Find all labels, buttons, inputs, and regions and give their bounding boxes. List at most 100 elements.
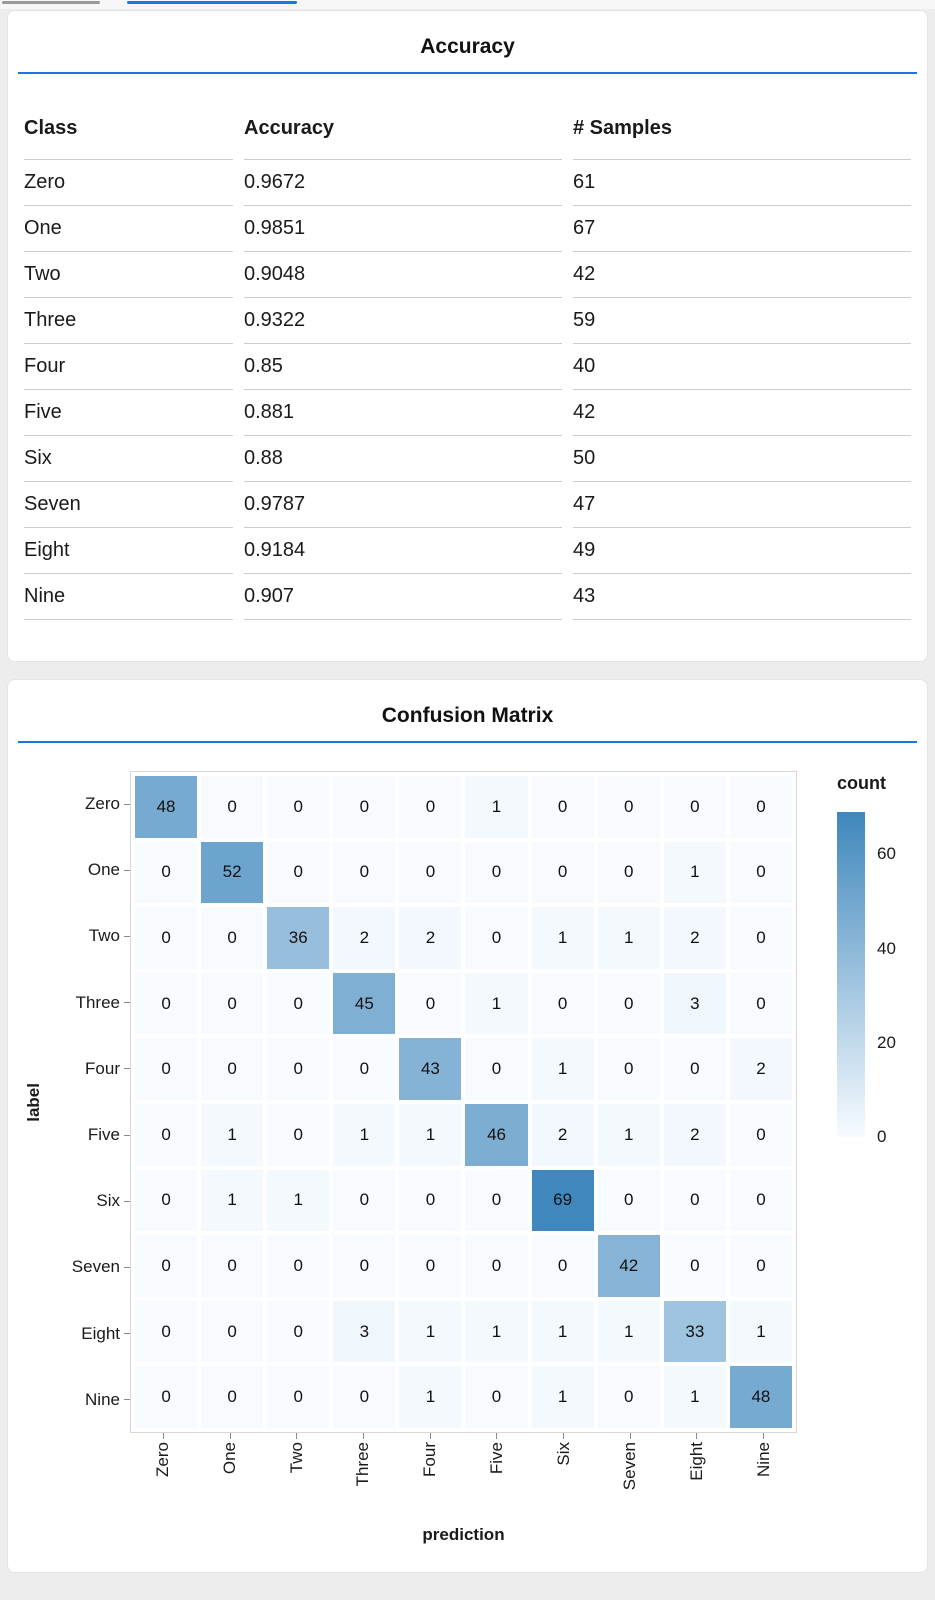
table-cell: Nine: [24, 574, 233, 620]
heatmap-cell: 48: [135, 776, 198, 838]
y-axis-label: Seven: [52, 1234, 130, 1300]
table-row: Five 0.881 42: [24, 390, 911, 436]
heatmap-cell: 1: [399, 1103, 462, 1166]
confusion-card-title: Confusion Matrix: [381, 704, 554, 727]
table-cell: Six: [24, 436, 233, 482]
x-axis-title: prediction: [422, 1525, 505, 1544]
heatmap-cell: 0: [267, 1103, 330, 1166]
heatmap-cell: 0: [597, 1366, 660, 1428]
accuracy-card: Accuracy Class Accuracy # Samples Zero 0.96…: [7, 10, 928, 662]
colorbar-body: 60 40 20 0: [837, 812, 927, 1146]
x-axis-tick: [763, 1433, 765, 1439]
table-cell: 0.9322: [244, 298, 562, 344]
heatmap-cell: 46: [465, 1103, 528, 1166]
table-cell: Seven: [24, 482, 233, 528]
colorbar-tick-label: 60: [877, 844, 896, 864]
heatmap-cell: 1: [531, 907, 594, 969]
x-axis-label: Seven: [597, 1433, 664, 1519]
table-cell: Four: [24, 344, 233, 390]
table-cell: 47: [573, 482, 911, 528]
heatmap-cell: 0: [399, 1235, 462, 1297]
y-axis-label: Five: [52, 1102, 130, 1168]
heatmap-cell: 1: [663, 841, 726, 904]
heatmap-cell: 0: [729, 1235, 792, 1297]
table-cell: One: [24, 206, 233, 252]
heatmap-cell: 0: [531, 776, 594, 838]
y-axis-tick: [124, 1266, 130, 1268]
heatmap-cell: 36: [267, 907, 330, 969]
heatmap-cell: 1: [597, 1103, 660, 1166]
table-cell: 67: [573, 206, 911, 252]
x-axis-label: One: [197, 1433, 264, 1519]
heatmap-cell: 0: [663, 1038, 726, 1100]
heatmap-cell: 0: [597, 776, 660, 838]
heatmap-cell: 1: [663, 1366, 726, 1428]
heatmap-cell: 0: [729, 1169, 792, 1232]
x-axis-tick: [296, 1433, 298, 1439]
y-axis-label: Eight: [52, 1301, 130, 1367]
heatmap-cell: 0: [531, 972, 594, 1035]
y-axis-tick: [124, 1200, 130, 1202]
heatmap-cell: 0: [465, 1038, 528, 1100]
heatmap-cell: 0: [333, 1366, 396, 1428]
heatmap-cell: 1: [465, 972, 528, 1035]
heatmap-cell: 1: [597, 1300, 660, 1363]
accuracy-table: Class Accuracy # Samples Zero 0.9672 61 One 0.…: [24, 98, 911, 620]
accuracy-table-body: Zero 0.9672 61 One 0.9851 67 Two 0.9048 42 Three 0…: [24, 160, 911, 620]
y-axis-label: One: [52, 837, 130, 903]
heatmap-cell: 2: [399, 907, 462, 969]
heatmap-cell: 0: [729, 841, 792, 904]
y-axis-tick: [124, 1134, 130, 1136]
table-row: Two 0.9048 42: [24, 252, 911, 298]
table-cell: 0.907: [244, 574, 562, 620]
x-axis-labels: Zero One Two Three Four Five Six Seven Eight Nine: [130, 1433, 797, 1519]
table-cell: 42: [573, 252, 911, 298]
y-axis-labels: Zero One Two Three Four Five Six Seven Eight Nine: [52, 771, 130, 1433]
y-axis-tick: [124, 1333, 130, 1335]
y-axis-label: Six: [52, 1168, 130, 1234]
heatmap-cell: 52: [201, 841, 264, 904]
heatmap-cell: 1: [333, 1103, 396, 1166]
x-axis-tick: [496, 1433, 498, 1439]
heatmap-cell: 1: [531, 1038, 594, 1100]
heatmap-cell: 0: [663, 1235, 726, 1297]
heatmap-cell: 0: [267, 1235, 330, 1297]
heatmap-cell: 1: [465, 776, 528, 838]
heatmap-cell: 0: [597, 1038, 660, 1100]
table-cell: Two: [24, 252, 233, 298]
heatmap-cell: 1: [267, 1169, 330, 1232]
table-row: Three 0.9322 59: [24, 298, 911, 344]
colorbar-tick-label: 20: [877, 1032, 896, 1052]
heatmap-cell: 0: [201, 1366, 264, 1428]
tab-indicator-inactive[interactable]: [2, 1, 100, 4]
heatmap-cell: 0: [399, 776, 462, 838]
x-axis-label: Three: [330, 1433, 397, 1519]
colorbar-tick-label: 40: [877, 938, 896, 958]
heatmap-cell: 0: [399, 841, 462, 904]
heatmap-cell: 0: [531, 1235, 594, 1297]
heatmap-cell: 0: [663, 776, 726, 838]
x-axis-tick: [362, 1433, 364, 1439]
heatmap-cell: 2: [333, 907, 396, 969]
heatmap-cell: 0: [201, 776, 264, 838]
heatmap-cell: 0: [333, 1235, 396, 1297]
heatmap-cell: 0: [399, 972, 462, 1035]
table-cell: 0.9184: [244, 528, 562, 574]
x-axis-label: Six: [530, 1433, 597, 1519]
tab-indicator-active[interactable]: [127, 1, 297, 4]
heatmap-cell: 1: [729, 1300, 792, 1363]
table-row: Six 0.88 50: [24, 436, 911, 482]
heatmap-cell: 0: [135, 1038, 198, 1100]
heatmap-cell: 0: [135, 1235, 198, 1297]
table-row: Zero 0.9672 61: [24, 160, 911, 206]
x-axis-label: Zero: [130, 1433, 197, 1519]
heatmap-cell: 0: [465, 841, 528, 904]
heatmap-cell: 0: [201, 907, 264, 969]
heatmap-cell: 2: [663, 1103, 726, 1166]
table-row: Four 0.85 40: [24, 344, 911, 390]
heatmap-cell: 0: [267, 1300, 330, 1363]
colorbar-tick-label: 0: [877, 1127, 887, 1146]
y-axis-title: label: [16, 771, 52, 1433]
heatmap-cell: 1: [597, 907, 660, 969]
heatmap-cell: 0: [267, 1366, 330, 1428]
